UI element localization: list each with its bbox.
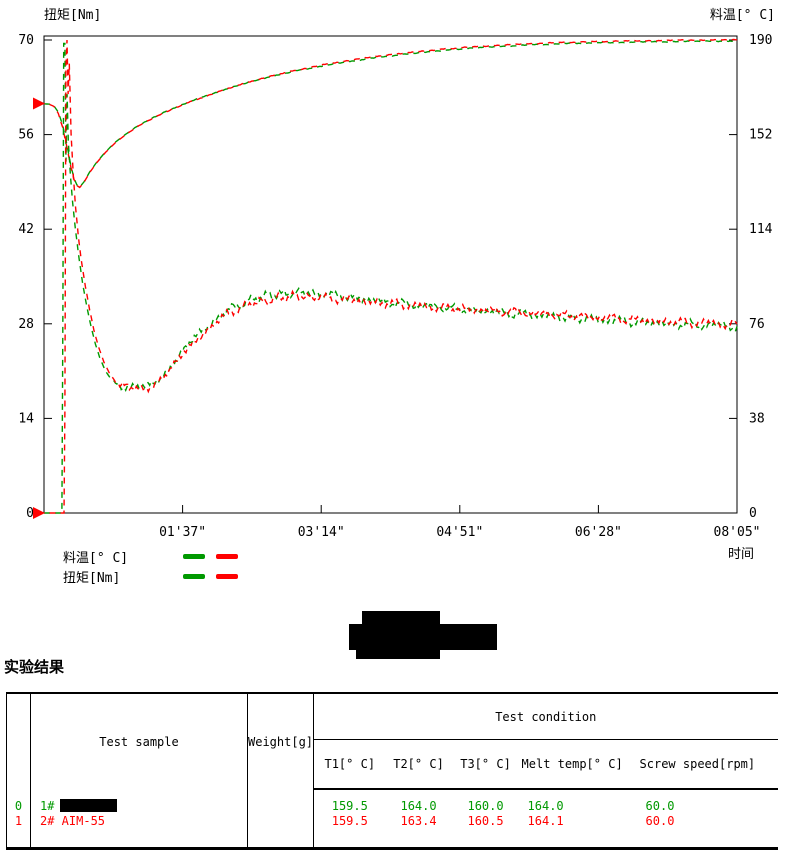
- x-axis-tick-label: 08'05": [714, 525, 761, 540]
- redaction-block: [349, 624, 497, 650]
- screw-speed-value: 60.0: [645, 799, 675, 813]
- results-table: Test sample Weight[g] Test condition T1[…: [6, 692, 778, 850]
- right-axis-title: 料温[° C]: [709, 8, 775, 23]
- t2-value: 163.4: [385, 814, 452, 850]
- x-axis-tick-label: 04'51": [436, 525, 483, 540]
- series-melt-temp-sample-1: [43, 39, 738, 188]
- redaction-block: [356, 647, 440, 659]
- chart-legend: 料温[° C] 扭矩[Nm]: [63, 546, 249, 586]
- y2-axis-tick-label: 152: [749, 128, 772, 143]
- column-header-t3: T3[° C]: [451, 739, 520, 790]
- legend-row-torque: 扭矩[Nm]: [63, 566, 249, 586]
- column-header-sample: Test sample: [30, 692, 248, 789]
- legend-label-torque: 扭矩[Nm]: [63, 570, 121, 586]
- x-axis-tick-label: 01'37": [159, 525, 206, 540]
- y2-axis-tick-label: 76: [749, 317, 765, 332]
- y-axis-tick-label: 28: [18, 317, 34, 332]
- melt-temp-value: 164.1: [519, 814, 638, 850]
- row-index: 1: [6, 814, 31, 850]
- y-axis-tick-label: 56: [18, 128, 34, 143]
- y2-axis-tick-label: 0: [749, 506, 757, 521]
- column-header-screw-speed: Screw speed[rpm]: [637, 739, 778, 790]
- table-row-sample-2: 1 2# AIM-55 159.5 163.4 160.5 164.1 60.0: [6, 814, 778, 850]
- melt-temp-value: 164.0: [527, 799, 564, 813]
- torque-temperature-chart: 70 56 42 28 14 0 190 152 114 76 38 0 01'37" 03'14" 04'…: [18, 33, 773, 540]
- t1-value: 159.5: [313, 814, 386, 850]
- column-header-test-condition: Test condition: [313, 692, 778, 740]
- y-axis-tick-label: 0: [26, 506, 34, 521]
- left-axis-title: 扭矩[Nm]: [44, 8, 102, 23]
- y-axis-tick-label: 70: [18, 33, 34, 48]
- sample-name-text: 1#: [40, 798, 55, 813]
- t1-value: 159.5: [331, 799, 368, 813]
- x-axis-tick-label: 06'28": [575, 525, 622, 540]
- y2-axis-tick-label: 114: [749, 222, 773, 237]
- column-header-melt-temp: Melt temp[° C]: [519, 739, 638, 790]
- y-axis-tick-label: 42: [18, 222, 34, 237]
- sample-name-cell: 1#: [30, 789, 248, 814]
- index-column-header: [6, 692, 31, 789]
- x-axis-title: 时间: [728, 547, 755, 562]
- plot-border: [43, 35, 738, 514]
- legend-label-temp: 料温[° C]: [63, 550, 129, 566]
- row-index: 0: [6, 789, 31, 814]
- y2-axis-tick-label: 190: [749, 33, 772, 48]
- t2-value: 164.0: [400, 799, 437, 813]
- legend-swatch-green-icon: [183, 573, 205, 579]
- legend-swatch-red-icon: [216, 553, 238, 559]
- t3-value: 160.0: [467, 799, 504, 813]
- y2-axis-tick-label: 38: [749, 411, 765, 426]
- column-header-t1: T1[° C]: [313, 739, 386, 790]
- t3-value: 160.5: [451, 814, 520, 850]
- column-header-weight: Weight[g]: [247, 692, 315, 789]
- table-row-sample-1: 0 1# 159.5 164.0 160.0 164.0 60.0: [6, 789, 778, 814]
- weight-cell: [247, 814, 315, 850]
- sample-name-cell: 2# AIM-55: [30, 814, 248, 850]
- results-heading: 实验结果: [4, 658, 65, 676]
- series-torque-sample-1: [44, 42, 738, 514]
- series-torque-sample-2: [44, 39, 738, 514]
- legend-swatch-red-icon: [216, 573, 238, 579]
- redacted-sample-name: [60, 798, 118, 812]
- series-start-marker-icon: [33, 507, 45, 519]
- x-axis-tick-label: 03'14": [298, 525, 345, 540]
- weight-cell: [247, 789, 315, 814]
- y-axis-tick-label: 14: [18, 411, 34, 426]
- legend-swatch-green-icon: [183, 553, 205, 559]
- column-header-t2: T2[° C]: [385, 739, 452, 790]
- redaction-block: [362, 611, 440, 627]
- screw-speed-value: 60.0: [637, 814, 778, 850]
- series-melt-temp-sample-2: [43, 38, 738, 189]
- legend-row-temp: 料温[° C]: [63, 546, 249, 566]
- series-start-marker-icon: [33, 97, 45, 110]
